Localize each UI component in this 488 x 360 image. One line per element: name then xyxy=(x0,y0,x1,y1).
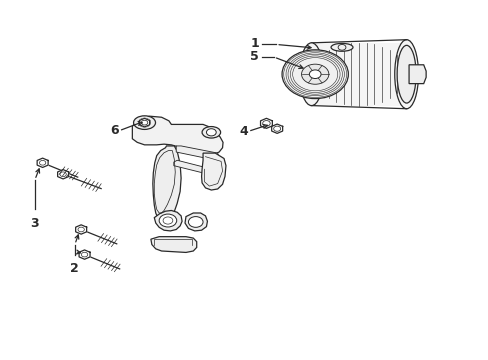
Circle shape xyxy=(282,50,347,99)
Polygon shape xyxy=(184,213,207,231)
Polygon shape xyxy=(154,211,182,231)
Ellipse shape xyxy=(202,127,220,138)
Ellipse shape xyxy=(396,45,415,103)
Polygon shape xyxy=(176,146,219,160)
Ellipse shape xyxy=(394,40,418,109)
Polygon shape xyxy=(201,153,225,190)
Circle shape xyxy=(206,129,216,136)
Text: 4: 4 xyxy=(239,125,248,138)
Polygon shape xyxy=(37,158,48,167)
Polygon shape xyxy=(79,250,90,259)
Text: 2: 2 xyxy=(70,262,79,275)
Polygon shape xyxy=(260,118,272,129)
Ellipse shape xyxy=(330,43,352,51)
Ellipse shape xyxy=(133,116,155,130)
Polygon shape xyxy=(271,124,282,134)
Polygon shape xyxy=(408,65,425,84)
Text: 6: 6 xyxy=(110,124,119,137)
Polygon shape xyxy=(58,170,68,179)
Circle shape xyxy=(188,217,203,227)
Polygon shape xyxy=(173,160,216,175)
Circle shape xyxy=(159,214,176,227)
Circle shape xyxy=(309,70,321,78)
Text: 3: 3 xyxy=(30,217,39,230)
Circle shape xyxy=(301,64,328,84)
Circle shape xyxy=(139,118,150,127)
Polygon shape xyxy=(76,225,86,234)
Text: 5: 5 xyxy=(250,50,259,63)
Polygon shape xyxy=(139,118,149,127)
Text: 1: 1 xyxy=(250,37,259,50)
FancyBboxPatch shape xyxy=(311,43,406,105)
Polygon shape xyxy=(153,146,181,223)
Polygon shape xyxy=(151,237,196,252)
Ellipse shape xyxy=(299,43,323,105)
Polygon shape xyxy=(132,116,223,155)
